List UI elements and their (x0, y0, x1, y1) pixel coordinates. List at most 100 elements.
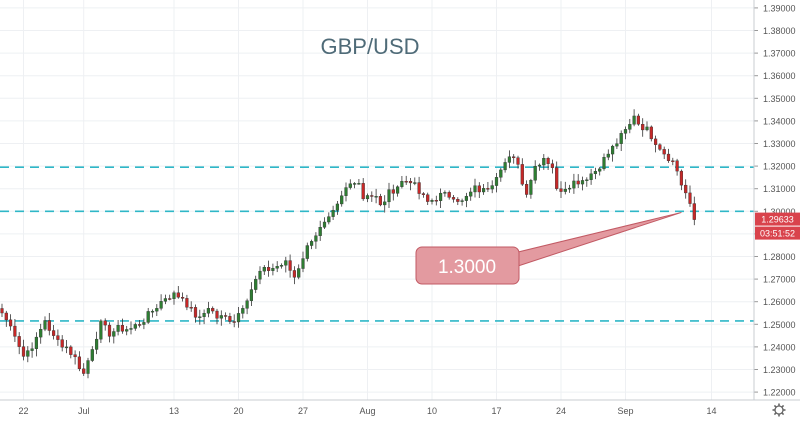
candle-body (641, 124, 645, 131)
candle (473, 178, 477, 198)
candle-body (172, 292, 176, 299)
candle (249, 282, 253, 306)
candle-body (0, 308, 4, 314)
candle (598, 166, 602, 176)
candle (77, 351, 81, 372)
candle (623, 126, 628, 140)
candle-body (593, 171, 597, 175)
candle-body (271, 268, 275, 271)
candle-body (348, 183, 352, 188)
candle (456, 197, 460, 206)
y-tick-label: 1.39000 (763, 3, 796, 13)
candle (176, 286, 180, 299)
candle-body (94, 338, 99, 350)
candle-body (692, 203, 696, 220)
candle (279, 263, 284, 269)
candle-body (628, 124, 632, 130)
candle (589, 168, 593, 185)
candle-body (649, 126, 653, 140)
candle (679, 169, 683, 191)
candle-body (77, 356, 81, 370)
candle (443, 190, 447, 197)
candle-body (99, 320, 103, 340)
candle (30, 342, 34, 358)
candle-body (451, 197, 456, 200)
candle-body (671, 160, 675, 162)
y-tick-label: 1.26000 (763, 297, 796, 307)
candle-body (611, 145, 615, 155)
candle (331, 205, 335, 220)
candle-body (215, 310, 219, 319)
candle (512, 154, 516, 164)
candle-body (482, 188, 486, 193)
candle (116, 320, 120, 336)
gear-icon[interactable] (772, 403, 786, 417)
candle (99, 319, 103, 343)
candle-body (288, 260, 292, 271)
candle (155, 304, 159, 317)
candle-body (469, 191, 473, 197)
candle-body (365, 195, 370, 200)
candle-body (327, 216, 331, 223)
candle-body (456, 199, 460, 202)
candle-body (598, 168, 602, 172)
candle (649, 125, 653, 142)
candle-body (211, 308, 215, 312)
candle-body (555, 167, 559, 189)
candle (413, 177, 417, 186)
candle-body (529, 180, 533, 195)
candle (262, 265, 266, 275)
candle (658, 143, 662, 151)
candle-body (400, 181, 404, 187)
candle-body (314, 235, 318, 242)
candle (271, 263, 275, 276)
candle (284, 256, 288, 273)
countdown-badge (755, 226, 800, 240)
candle (391, 184, 395, 201)
candle (550, 159, 554, 174)
candle-body (675, 160, 679, 172)
candle-body (146, 311, 150, 323)
candle (378, 193, 382, 207)
candle (340, 190, 344, 207)
candle (103, 318, 107, 331)
candle (494, 173, 499, 193)
candle (516, 155, 520, 169)
candle-body (125, 329, 129, 332)
y-tick-label: 1.36000 (763, 71, 796, 81)
candle (64, 339, 69, 354)
y-tick-label: 1.27000 (763, 275, 796, 285)
candle (228, 312, 232, 324)
candle-body (542, 158, 546, 166)
candle-body (559, 188, 563, 192)
candle-body (361, 183, 365, 200)
candle-body (236, 313, 241, 323)
candle (490, 180, 494, 194)
candle-body (112, 331, 116, 337)
candle (464, 192, 468, 208)
candle (469, 187, 473, 201)
candle (310, 239, 314, 250)
candle (8, 314, 13, 331)
candle (361, 178, 365, 201)
candle-body (262, 267, 266, 272)
candle-body (90, 349, 94, 361)
candle (365, 193, 370, 203)
candle (39, 323, 43, 344)
candle (529, 178, 533, 199)
candle-body (387, 189, 391, 203)
candle-body (318, 227, 322, 236)
candle-body (645, 126, 649, 131)
candle-body (301, 258, 305, 269)
candle (0, 303, 4, 318)
candle-body (408, 181, 413, 184)
candle-body (193, 307, 198, 318)
candle-body (198, 316, 202, 318)
candle-body (658, 144, 662, 150)
candle (202, 309, 206, 325)
candle (168, 294, 172, 301)
candle (611, 144, 615, 162)
candle-body (43, 320, 47, 330)
candle-body (383, 201, 387, 206)
current-price-label: 1.29633 (761, 215, 794, 225)
